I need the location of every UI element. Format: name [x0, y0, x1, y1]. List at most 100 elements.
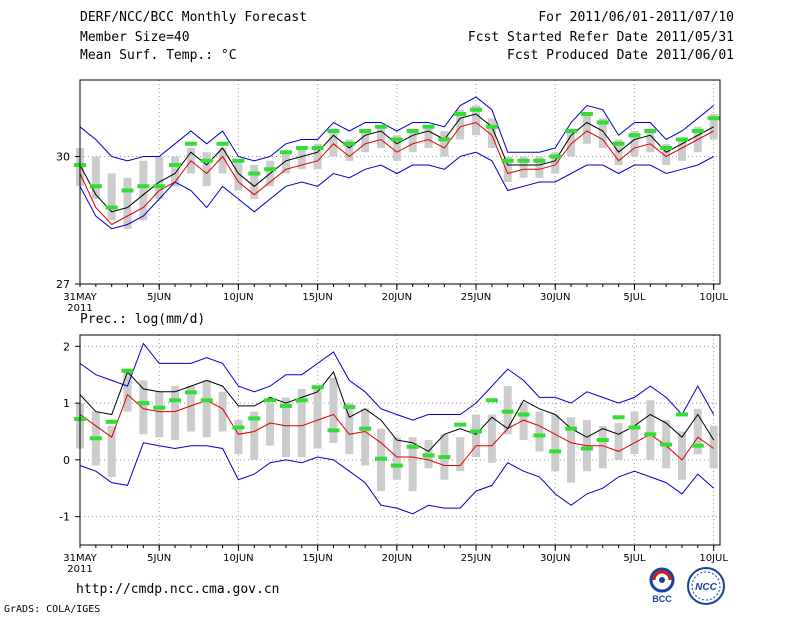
temp-box	[630, 131, 639, 157]
prec-green-marker	[137, 401, 150, 406]
temp-green-marker	[406, 129, 419, 133]
prec-frame	[79, 334, 721, 546]
temp-start-day-label: 31MAY	[63, 292, 97, 303]
prec-box	[186, 386, 195, 432]
temp-ytick-label: 30	[56, 151, 70, 164]
prec-ytick-label: 0	[63, 454, 70, 467]
temp-ytick-label: 27	[56, 278, 70, 291]
temp-box	[598, 118, 607, 148]
temp-xtick-label: 30JUN	[540, 292, 570, 303]
prec-xtick-label: 5JUN	[147, 553, 171, 564]
temp-box	[218, 148, 227, 174]
temp-green-marker	[359, 129, 372, 133]
temp-box	[519, 156, 528, 178]
prec-green-marker	[359, 426, 372, 431]
temp-box	[551, 152, 560, 174]
temp-max-line	[79, 96, 715, 162]
temp-green-marker	[707, 116, 720, 121]
temp-box	[202, 152, 211, 187]
prec-box	[677, 431, 686, 480]
temp-start-year-label: 2011	[67, 303, 92, 314]
temp-green-marker	[660, 146, 673, 150]
temp-green-marker	[153, 184, 166, 189]
prec-box	[630, 411, 639, 455]
prec-start-day-label: 31MAY	[63, 553, 97, 564]
chart-title: DERF/NCC/BCC Monthly Forecast	[80, 10, 307, 25]
temp-green-marker	[644, 129, 657, 133]
prec-green-marker	[169, 398, 182, 403]
temp-green-marker	[137, 184, 150, 189]
temp-box	[424, 126, 433, 148]
temp-green-marker	[89, 184, 102, 189]
temp-box	[107, 173, 116, 221]
prec-xtick-label: 10JUL	[699, 553, 728, 564]
prec-green-marker	[374, 456, 387, 461]
temp-green-marker	[232, 158, 245, 163]
prec-green-marker	[406, 444, 419, 449]
temp-box	[234, 160, 243, 191]
temp-xtick-label: 5JUL	[623, 292, 646, 303]
grads-credit: GrADS: COLA/IGES	[4, 604, 101, 615]
prec-box	[472, 414, 481, 458]
prec-box	[155, 391, 164, 438]
prec-box	[297, 388, 306, 458]
prec-green-marker	[675, 412, 688, 417]
temp-panel: 27 30 5JUN 10JUN 15JUN 20JUN 25JUN 30JUN 5JUL 10J…	[56, 79, 728, 314]
temp-green-marker	[327, 129, 340, 133]
temp-box	[376, 126, 385, 148]
prec-green-marker	[533, 433, 546, 438]
source-url[interactable]: http://cmdp.ncc.cma.gov.cn	[76, 582, 280, 597]
prec-box	[614, 422, 623, 460]
prec-box	[456, 437, 465, 472]
prec-green-marker	[485, 398, 498, 403]
prec-xtick-label: 25JUN	[461, 553, 491, 564]
temp-xtick-label: 10JUN	[223, 292, 253, 303]
temp-green-marker	[580, 112, 593, 116]
prec-box	[408, 437, 417, 492]
prec-box	[361, 408, 370, 466]
prec-box	[123, 371, 132, 412]
temp-green-marker	[295, 146, 308, 150]
ncc-logo: NCC	[687, 567, 725, 605]
prec-box	[234, 420, 243, 455]
temp-green-marker	[549, 154, 562, 159]
prec-green-marker	[264, 398, 277, 403]
temp-box	[250, 165, 259, 199]
prec-ytick-label: 2	[63, 340, 70, 353]
temp-box	[408, 131, 417, 153]
temp-xtick-label: 25JUN	[461, 292, 491, 303]
temp-box	[297, 148, 306, 170]
svg-text:NCC: NCC	[695, 582, 717, 593]
forecast-produced-date: Fcst Produced Date 2011/06/01	[507, 48, 734, 63]
temp-green-marker	[485, 124, 498, 129]
prec-box	[487, 414, 496, 463]
prec-box	[202, 380, 211, 438]
temp-green-marker	[628, 133, 641, 138]
temp-box	[361, 131, 370, 153]
prec-green-marker	[390, 463, 403, 468]
temp-box	[472, 105, 481, 136]
prec-start-year-label: 2011	[67, 564, 92, 575]
prec-green-marker	[628, 425, 641, 430]
prec-green-marker	[454, 422, 467, 427]
temp-box	[440, 131, 449, 157]
prec-green-marker	[549, 449, 562, 454]
temp-green-marker	[454, 112, 467, 116]
temp-green-marker	[311, 146, 324, 150]
prec-green-marker	[279, 403, 292, 408]
temp-xtick-label: 10JUL	[699, 292, 728, 303]
svg-text:BCC: BCC	[652, 594, 672, 604]
prec-green-marker	[470, 429, 483, 434]
prec-green-marker	[311, 385, 324, 390]
prec-green-marker	[517, 412, 530, 417]
temp-box	[91, 156, 100, 199]
prec-green-marker	[612, 415, 625, 420]
temp-box	[313, 143, 322, 170]
prec-green-marker	[105, 419, 118, 424]
prec-box	[567, 417, 576, 483]
temp-green-marker	[390, 137, 403, 142]
temp-mean-line	[79, 113, 714, 213]
temp-box	[139, 160, 148, 221]
prec-box	[519, 403, 528, 440]
prec-box	[709, 425, 718, 469]
